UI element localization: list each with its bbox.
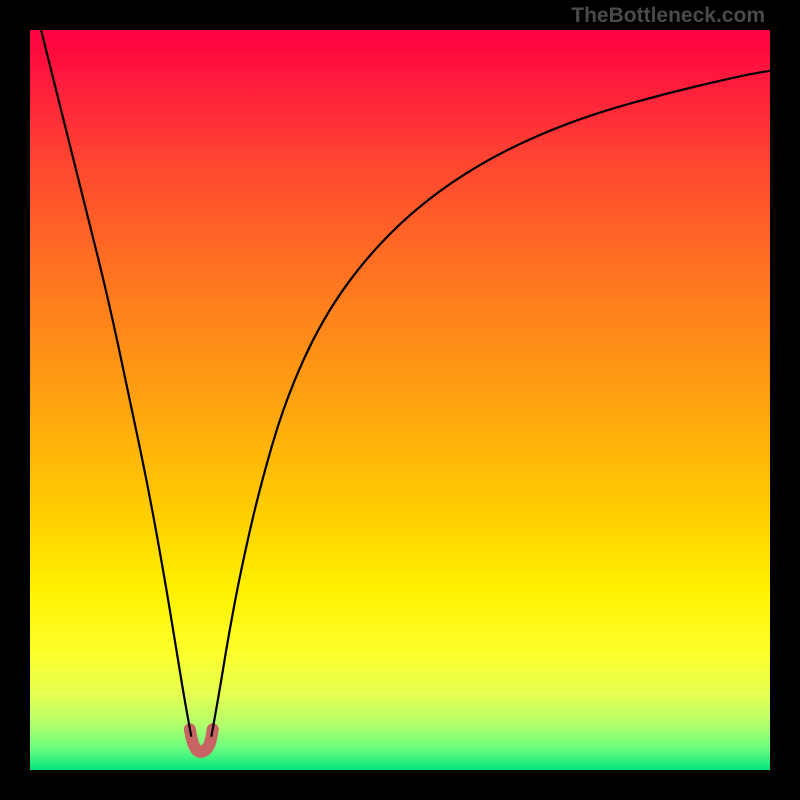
curves-layer (30, 30, 770, 770)
curve-left-branch (41, 30, 191, 737)
watermark-text: TheBottleneck.com (571, 4, 765, 28)
valley-marker (190, 729, 213, 752)
chart-area (30, 30, 770, 770)
curve-right-branch (211, 71, 770, 737)
